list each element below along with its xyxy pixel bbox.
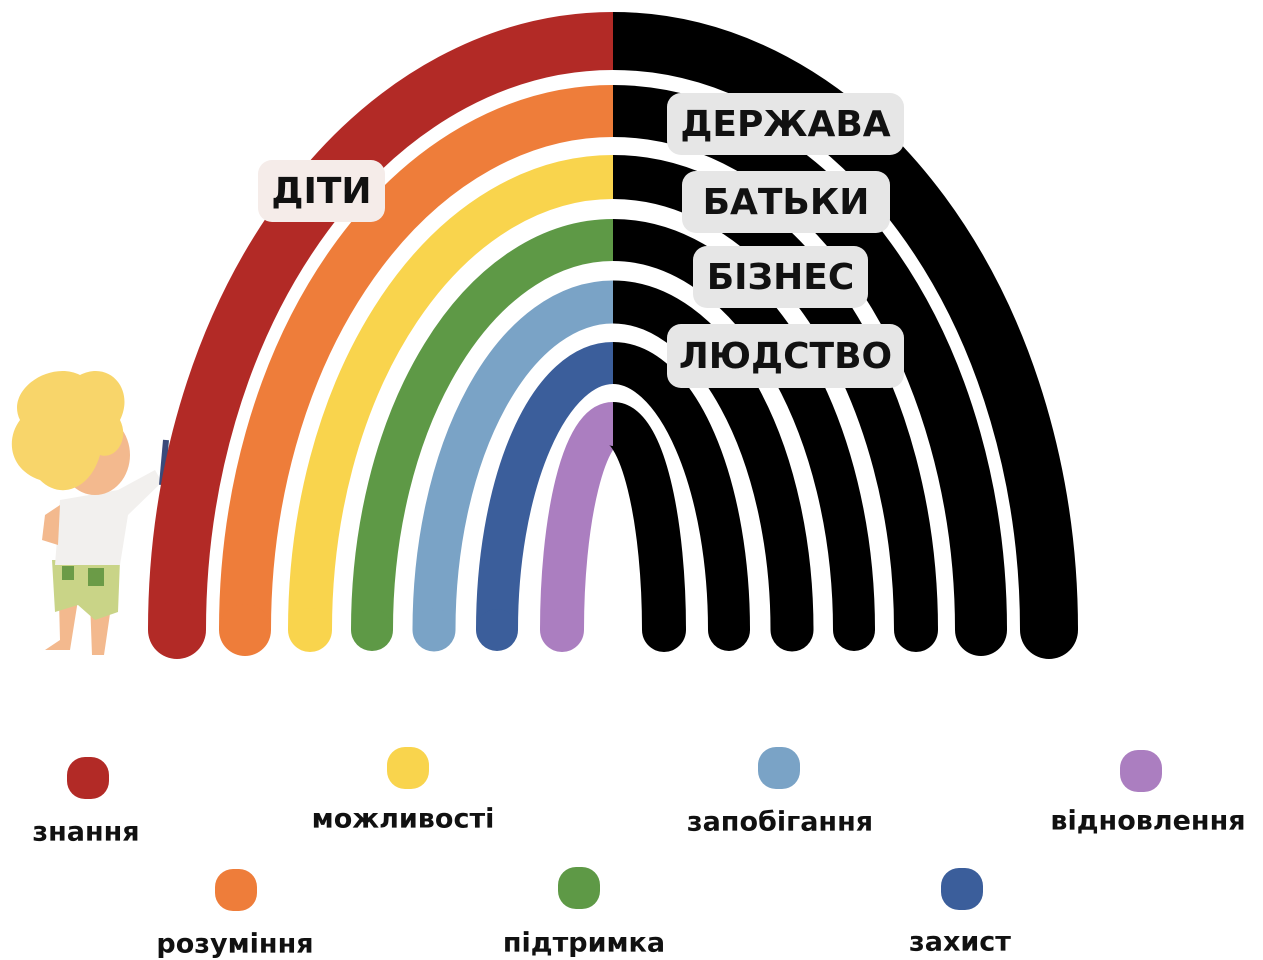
band-cap [413,609,456,652]
label-text: ДІТИ [271,171,371,212]
band-right [613,424,664,630]
legend-swatch [67,757,109,799]
infographic: ДІТИ ДЕРЖАВА БАТЬКИ БІЗНЕС ЛЮДСТВО знання роз… [0,0,1263,960]
legend-swatch [1120,750,1162,792]
legend-label: відновлення [1050,806,1245,837]
legend: знання розуміння можливості підтримка запобі… [32,747,1245,960]
band-cap [771,609,814,652]
legend-label: знання [32,817,139,848]
band-cap [708,609,750,651]
legend-label: підтримка [503,928,665,959]
legend-label: розуміння [156,929,313,960]
legend-swatch [387,747,429,789]
band-cap [288,608,332,652]
legend-label: можливості [312,804,495,835]
rainbow [148,41,1078,659]
legend-label: захист [909,927,1011,958]
legend-swatch [558,867,600,909]
band-cap [476,609,518,651]
band-cap [833,609,875,651]
label-text: ЛЮДСТВО [679,336,892,377]
child-illustration [12,371,166,655]
legend-label: запобігання [687,807,873,838]
band-cap [642,608,686,652]
band-cap [1020,601,1078,659]
legend-swatch [215,869,257,911]
label-text: ДЕРЖАВА [680,104,890,145]
label-text: БІЗНЕС [707,257,855,298]
band-cap [894,608,938,652]
legend-swatch [941,868,983,910]
band-cap [955,604,1007,656]
band-cap [540,608,584,652]
label-text: БАТЬКИ [703,182,870,223]
band-cap [148,601,206,659]
legend-swatch [758,747,800,789]
band-cap [219,604,271,656]
band-left [562,424,613,630]
band-cap [351,609,393,651]
